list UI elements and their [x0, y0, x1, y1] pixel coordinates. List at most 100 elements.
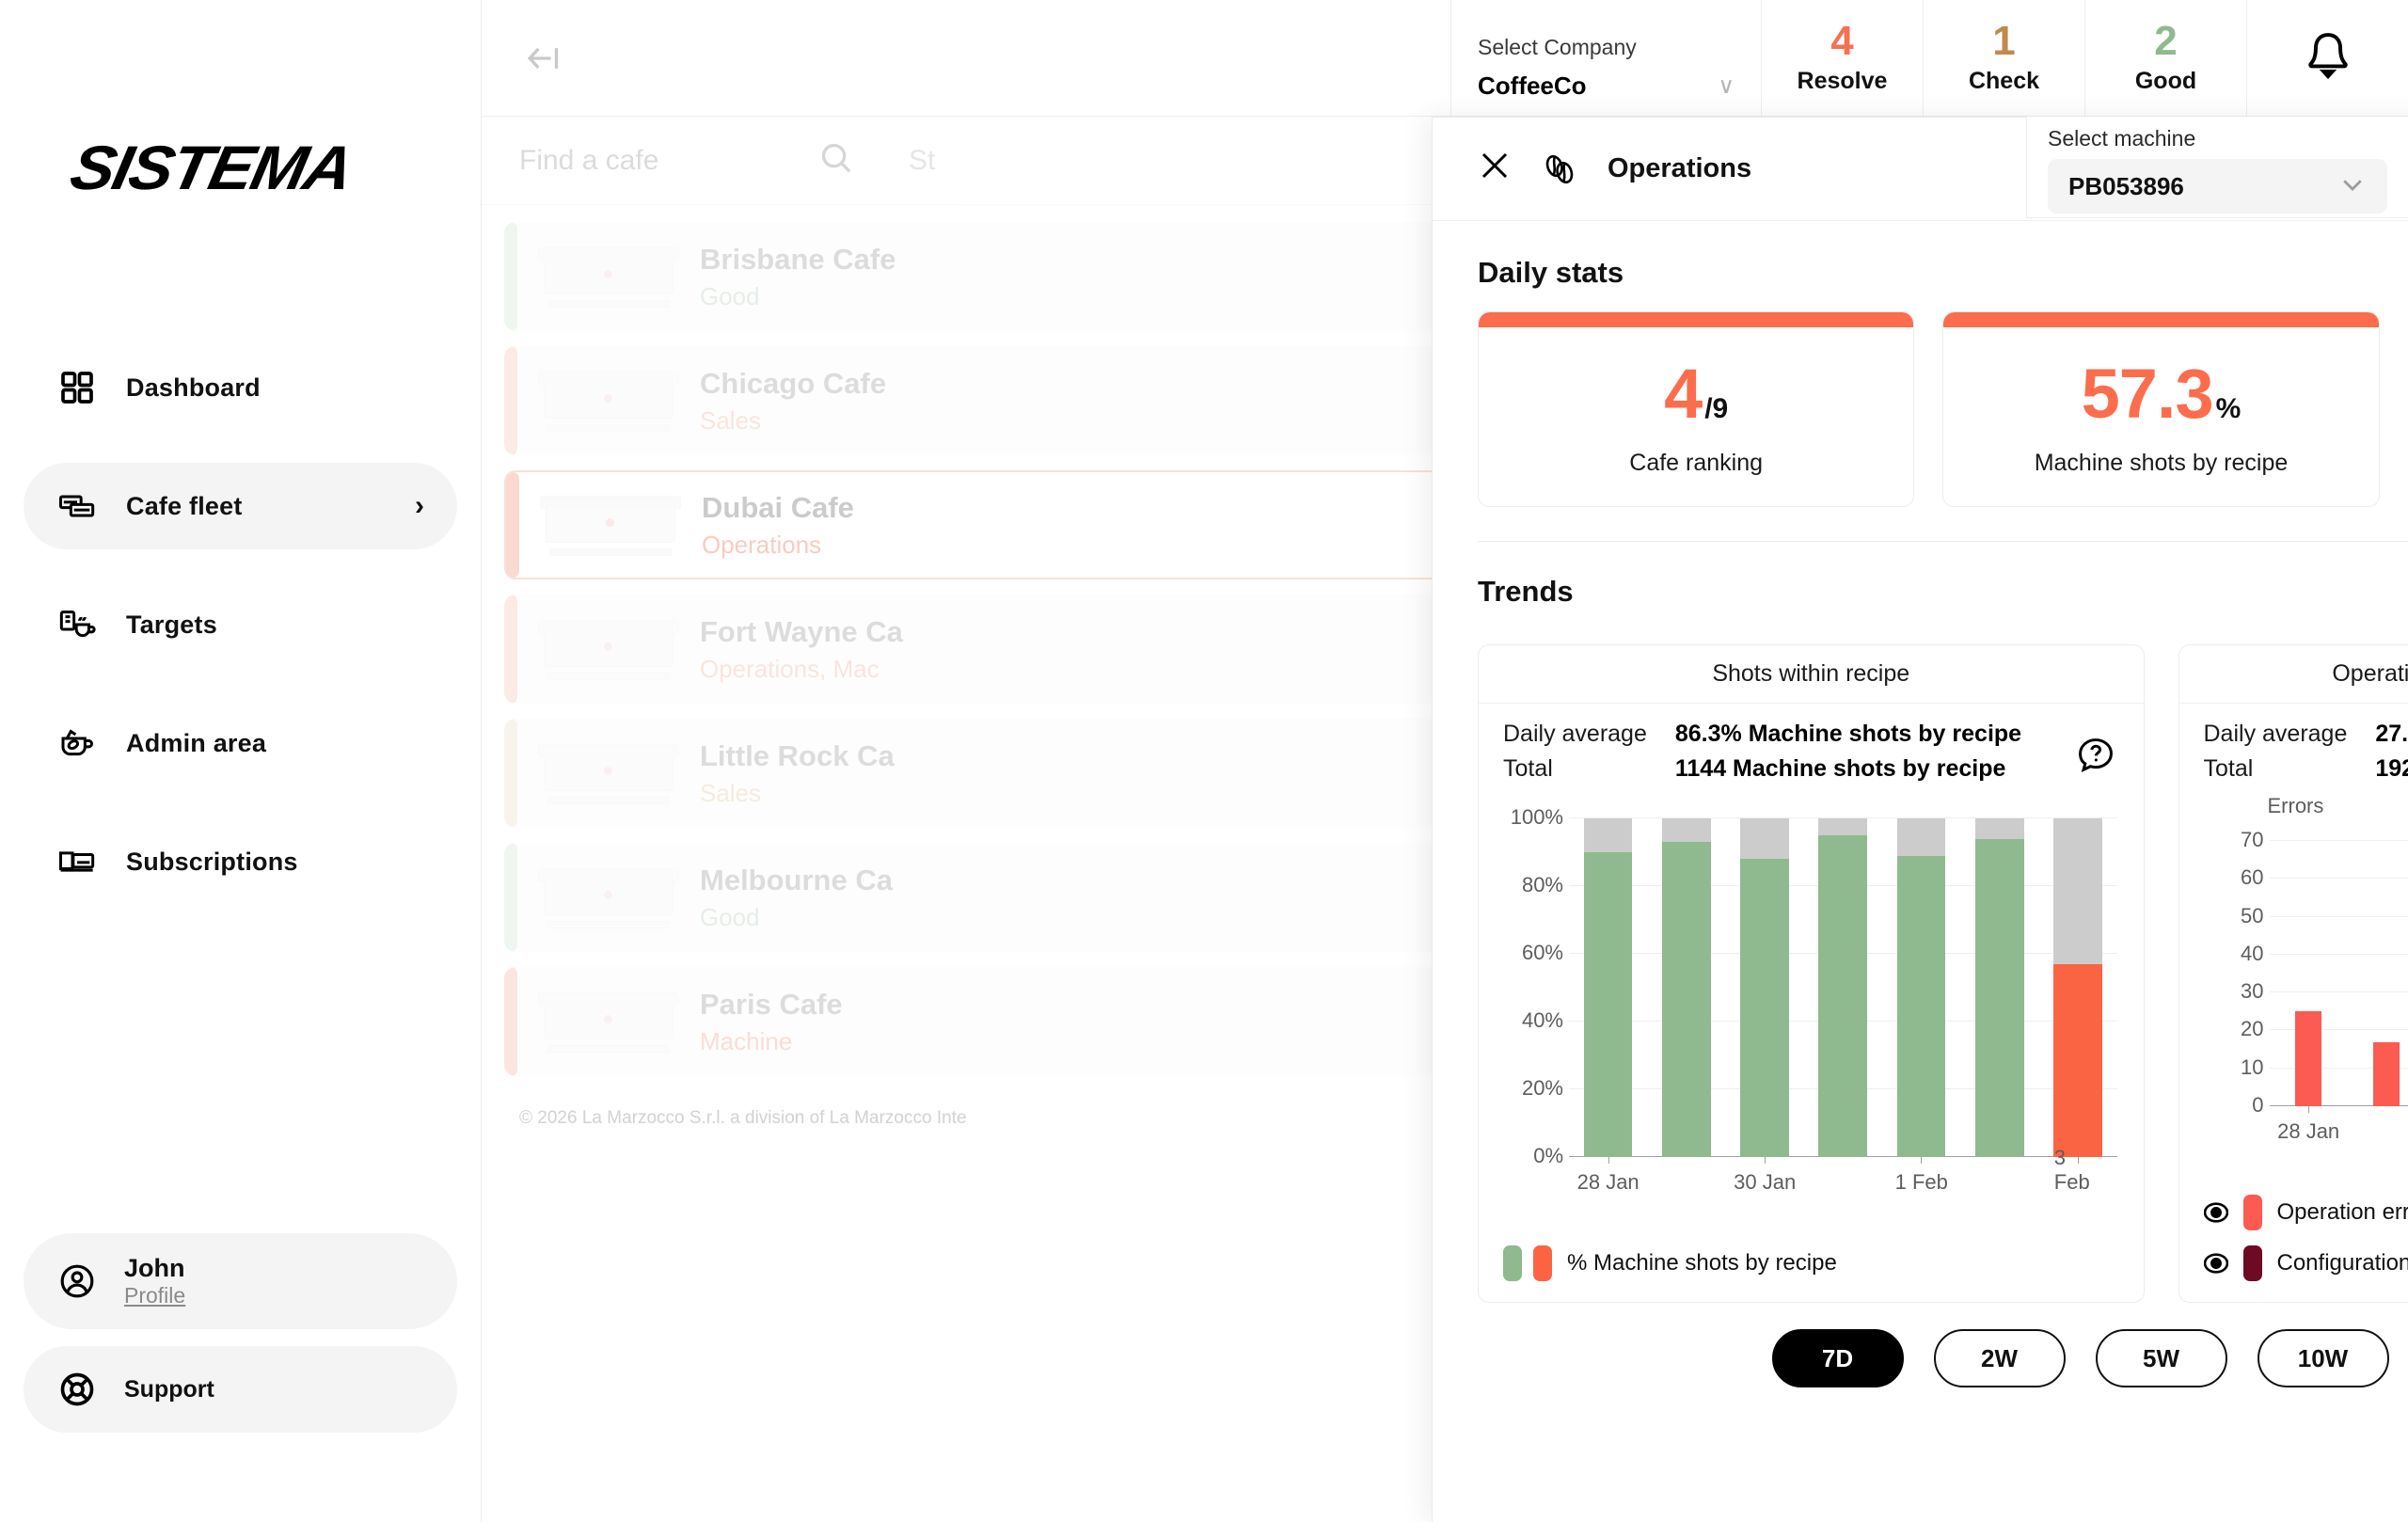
company-selector-label: Select Company: [1478, 34, 1637, 59]
sidebar-footer: John Profile Support: [0, 1232, 481, 1522]
eye-icon[interactable]: [2203, 1200, 2228, 1225]
notifications-button[interactable]: [2246, 0, 2408, 116]
x-axis-tick-label: 30 Jan: [1734, 1170, 1797, 1194]
search-input[interactable]: Find a cafe: [519, 144, 659, 176]
status-label: Check: [1968, 68, 2040, 94]
sidebar-item-subscriptions[interactable]: Subscriptions: [24, 818, 457, 905]
cafe-status: Operations: [702, 530, 822, 559]
status-tile-resolve[interactable]: 4 Resolve: [1761, 0, 1923, 116]
cafe-name: Fort Wayne Ca: [700, 614, 903, 648]
operations-modal: Operations Daily stats: [1432, 117, 2408, 1522]
stacked-bar: [1896, 818, 1946, 1157]
cafe-name: Brisbane Cafe: [700, 242, 896, 276]
bar-segment-value: [1974, 838, 2024, 1157]
trends-title: Trends: [1478, 574, 1574, 608]
status-filter-label[interactable]: St: [909, 144, 936, 176]
daily-stats-header: Daily stats: [1478, 221, 2408, 311]
bar-segment-value: [1583, 852, 1633, 1157]
status-count: 4: [1830, 18, 1854, 64]
bar-segment-remainder: [1896, 818, 1946, 856]
trends-header: Trends ‹ ›: [1478, 542, 2408, 627]
subscription-icon: [56, 841, 98, 882]
time-range-buttons: 7D 2W 5W 10W 26W: [1478, 1303, 2408, 1387]
support-button[interactable]: Support: [24, 1346, 457, 1433]
sidebar-item-targets[interactable]: Targets: [24, 581, 457, 668]
status-label: Good: [2134, 68, 2197, 94]
y-axis-tick-label: 50: [2241, 903, 2264, 927]
sidebar-item-label: Subscriptions: [126, 847, 298, 876]
stacked-bar: [1662, 818, 1711, 1157]
gridline: [2269, 953, 2408, 955]
chart-summary-stats: Daily average 27.4 Errors Total 192 Erro…: [2179, 704, 2408, 792]
company-selector[interactable]: Select Company CoffeeCo ∨: [1450, 0, 1761, 116]
chart-shots-within-recipe: Shots within recipe Daily average 86.3% …: [1478, 644, 2145, 1303]
range-button-2w[interactable]: 2W: [1933, 1329, 2066, 1387]
stat-card-machine-shots: 57.3 % Machine shots by recipe: [1942, 311, 2380, 507]
chart-title: Operation and configuration errors: [2332, 660, 2408, 687]
stat-suffix: %: [2215, 393, 2242, 424]
y-axis-tick-label: 10: [2241, 1054, 2264, 1079]
collapse-left-icon[interactable]: [519, 33, 570, 84]
status-tile-good[interactable]: 2 Good: [2084, 0, 2246, 116]
chevron-down-icon: [2338, 170, 2367, 203]
cafe-status: Good: [700, 281, 760, 310]
target-cup-icon: [56, 604, 98, 645]
help-icon[interactable]: [2076, 736, 2115, 775]
bar-column[interactable]: [2270, 841, 2348, 1106]
legend-item[interactable]: % Machine shots by recipe: [1503, 1245, 2119, 1281]
range-button-7d[interactable]: 7D: [1771, 1329, 1904, 1387]
status-stripe: [504, 346, 517, 455]
bar-operation-errors[interactable]: [2373, 1041, 2400, 1106]
cafe-status: Operations, Mac: [700, 654, 879, 683]
status-stripe: [504, 719, 517, 828]
stat-key: Total: [2203, 755, 2254, 782]
cafe-name: Melbourne Ca: [700, 863, 893, 896]
status-stripe: [504, 967, 517, 1076]
stat-key: Total: [1503, 755, 1553, 782]
bar-column[interactable]: [1882, 818, 1960, 1157]
profile-link[interactable]: Profile: [124, 1283, 186, 1308]
status-stripe: [504, 595, 517, 704]
machine-selector-dropdown[interactable]: PB053896: [2048, 159, 2387, 214]
legend-item-operation-errors[interactable]: Operation errors: [2203, 1195, 2408, 1230]
status-count: 2: [2154, 18, 2178, 64]
machine-thumbnail: [538, 861, 679, 934]
bar-segment-value: [1662, 842, 1711, 1157]
bar-column[interactable]: [1725, 818, 1803, 1157]
x-axis-tick: [1921, 1157, 1923, 1164]
bar-column[interactable]: [2038, 818, 2116, 1157]
x-axis: [2269, 1105, 2408, 1106]
status-tile-check[interactable]: 1 Check: [1923, 0, 2084, 116]
bar-column[interactable]: [1804, 818, 1882, 1157]
bar-column[interactable]: [1647, 818, 1725, 1157]
bar-segment-remainder: [2053, 818, 2102, 964]
sidebar-item-cafe-fleet[interactable]: Cafe fleet ›: [24, 463, 457, 549]
user-profile-card[interactable]: John Profile: [24, 1232, 457, 1329]
cafe-name: Little Rock Ca: [700, 738, 895, 772]
section-divider: [1478, 541, 2408, 542]
y-axis-tick-label: 30: [2241, 979, 2264, 1004]
bar-column[interactable]: [1569, 818, 1647, 1157]
range-button-10w[interactable]: 10W: [2257, 1329, 2389, 1387]
range-button-5w[interactable]: 5W: [2095, 1329, 2227, 1387]
close-icon[interactable]: [1478, 149, 1512, 189]
sidebar-item-dashboard[interactable]: Dashboard: [24, 344, 457, 431]
stat-value: 1144 Machine shots by recipe: [1674, 755, 2006, 782]
search-icon[interactable]: [818, 140, 854, 181]
bar-column[interactable]: [2348, 841, 2408, 1106]
main-area: Select Company CoffeeCo ∨ 4 Resolve 1 Ch…: [482, 0, 2408, 1522]
stat-value: 27.4 Errors: [2375, 721, 2408, 747]
status-stripe: [504, 222, 517, 331]
sidebar-item-admin-area[interactable]: Admin area: [24, 700, 457, 786]
eye-icon[interactable]: [2203, 1251, 2228, 1276]
bar-group: [2270, 841, 2348, 1106]
legend-item-configuration-errors[interactable]: Configuration errors: [2203, 1245, 2408, 1281]
support-label: Support: [124, 1375, 214, 1403]
machines-icon: [56, 485, 98, 527]
cafe-name: Paris Cafe: [700, 987, 843, 1021]
stat-value: 4: [1664, 355, 1703, 433]
bar-column[interactable]: [1960, 818, 2038, 1157]
bar-operation-errors[interactable]: [2294, 1011, 2322, 1106]
legend-label: Operation errors: [2276, 1199, 2408, 1225]
gridline: [2269, 915, 2408, 917]
